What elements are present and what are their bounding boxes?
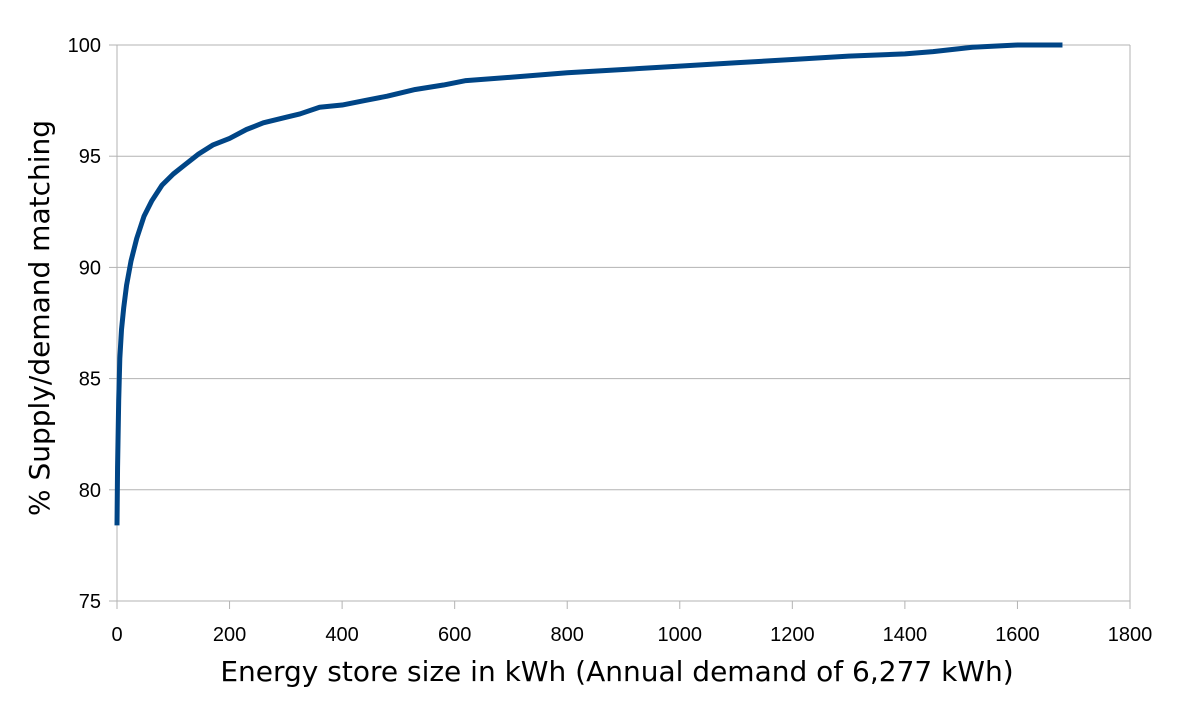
y-tick-label-85: 85 [79,369,101,391]
x-tick-label-1400: 1400 [883,624,928,646]
x-tick-label-600: 600 [438,624,471,646]
y-tick-label-75: 75 [79,591,101,613]
y-tick-label-100: 100 [68,35,101,57]
y-tick-label-95: 95 [79,146,101,168]
x-axis-title: Energy store size in kWh (Annual demand … [220,655,1013,688]
y-tick-label-90: 90 [79,257,101,279]
x-tick-label-1600: 1600 [995,624,1040,646]
x-tick-label-800: 800 [551,624,584,646]
x-tick-label-400: 400 [325,624,358,646]
x-tick-label-200: 200 [213,624,246,646]
x-tick-label-1200: 1200 [770,624,815,646]
gridlines [117,44,1130,491]
y-tick-label-80: 80 [79,480,101,502]
series-layer [114,42,1063,526]
x-tick-label-1000: 1000 [658,624,703,646]
y-axis-title: % Supply/demand matching [23,120,56,516]
axes [109,44,1131,609]
x-tick-labels: 0 200 400 600 800 1000 1200 1400 1600 1800 [111,624,1152,646]
series-line-0 [114,42,1063,526]
y-tick-labels: 75 80 85 90 95 100 [68,35,101,613]
x-tick-label-1800: 1800 [1108,624,1153,646]
x-tick-label-0: 0 [111,624,122,646]
